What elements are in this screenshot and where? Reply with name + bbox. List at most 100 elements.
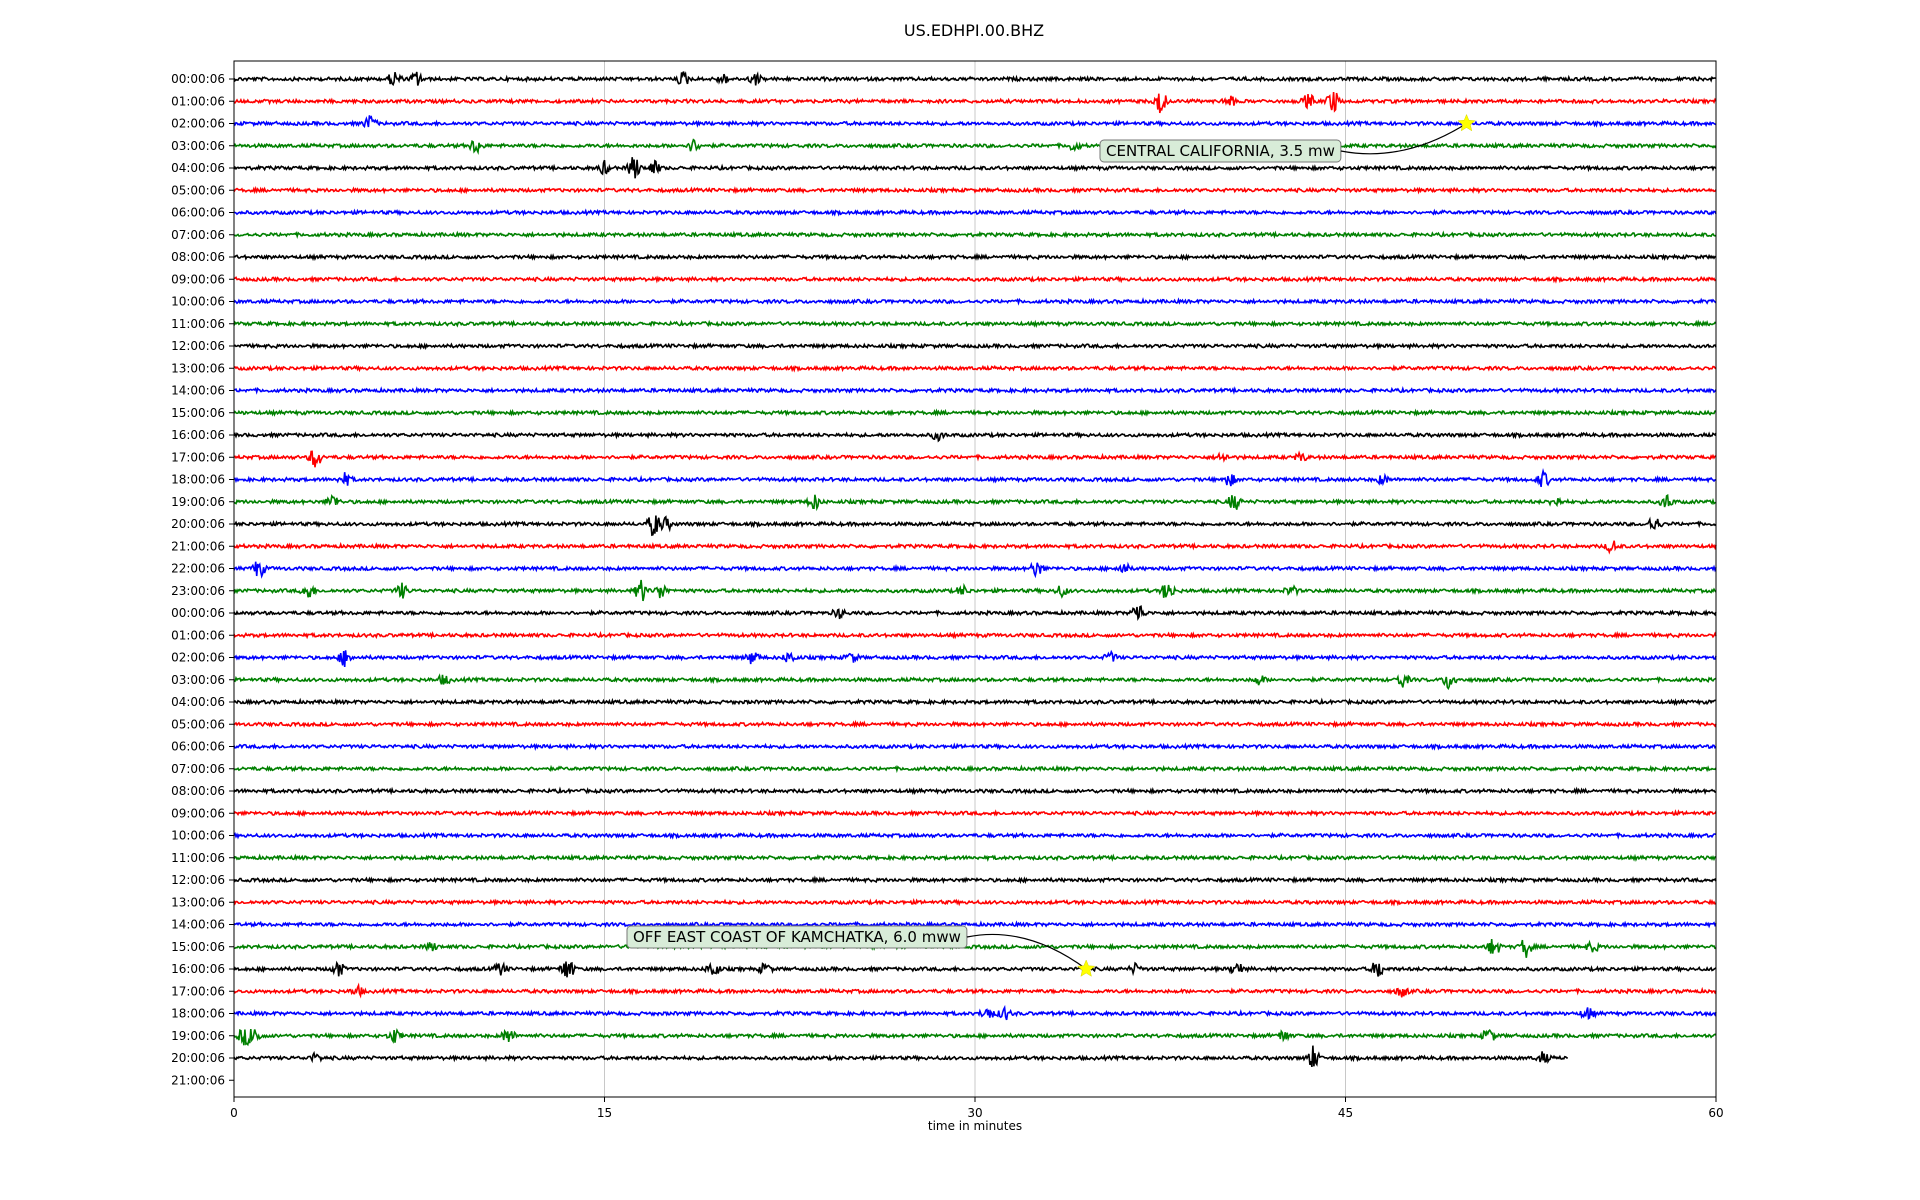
event-connector xyxy=(966,933,1087,970)
seismogram-trace xyxy=(233,71,1717,87)
seismogram-trace xyxy=(233,450,1717,468)
row-time-label: 21:00:06 xyxy=(171,539,225,553)
row-time-label: 15:00:06 xyxy=(171,940,225,954)
seismogram-trace xyxy=(233,364,1717,373)
seismogram-trace xyxy=(233,493,1717,512)
x-tick-label: 60 xyxy=(1708,1106,1723,1120)
row-time-label: 04:00:06 xyxy=(171,695,225,709)
row-time-label: 10:00:06 xyxy=(171,295,225,309)
row-time-label: 06:00:06 xyxy=(171,740,225,754)
row-time-label: 09:00:06 xyxy=(171,272,225,286)
row-time-label: 20:00:06 xyxy=(171,1051,225,1065)
seismogram-trace xyxy=(233,1027,1717,1047)
row-time-label: 15:00:06 xyxy=(171,406,225,420)
seismogram-trace xyxy=(233,319,1717,328)
row-time-label: 04:00:06 xyxy=(171,161,225,175)
seismogram-trace xyxy=(233,605,1717,621)
event-star-icon xyxy=(1076,959,1096,977)
seismogram-trace xyxy=(233,982,1717,999)
seismogram-trace xyxy=(233,138,1717,155)
event-label: CENTRAL CALIFORNIA, 3.5 mw xyxy=(1106,142,1335,160)
row-time-label: 01:00:06 xyxy=(171,94,225,108)
seismogram-trace xyxy=(233,697,1717,707)
row-time-label: 11:00:06 xyxy=(171,317,225,331)
seismogram-trace xyxy=(233,630,1717,640)
x-axis-label: time in minutes xyxy=(928,1119,1022,1133)
seismogram-trace xyxy=(233,540,1717,555)
seismogram-trace xyxy=(233,579,1717,602)
row-time-label: 17:00:06 xyxy=(171,450,225,464)
row-time-label: 23:00:06 xyxy=(171,584,225,598)
event-star-icon xyxy=(1457,113,1476,132)
seismogram-trace xyxy=(233,831,1717,840)
seismogram-trace xyxy=(233,157,1717,179)
row-time-label: 19:00:06 xyxy=(171,1029,225,1043)
seismogram-trace xyxy=(233,92,1717,114)
seismogram-trace xyxy=(233,764,1717,774)
seismogram-trace xyxy=(233,742,1717,751)
row-time-label: 00:00:06 xyxy=(171,606,225,620)
row-time-label: 03:00:06 xyxy=(171,673,225,687)
row-time-label: 06:00:06 xyxy=(171,206,225,220)
seismogram-trace xyxy=(233,897,1717,907)
row-time-label: 10:00:06 xyxy=(171,829,225,843)
row-time-label: 05:00:06 xyxy=(171,717,225,731)
row-time-label: 07:00:06 xyxy=(171,228,225,242)
seismogram-trace xyxy=(233,649,1717,667)
seismogram-trace xyxy=(233,853,1717,862)
row-time-label: 14:00:06 xyxy=(171,918,225,932)
row-time-label: 16:00:06 xyxy=(171,428,225,442)
row-time-label: 19:00:06 xyxy=(171,495,225,509)
seismogram-trace xyxy=(233,386,1717,395)
seismogram-trace xyxy=(233,430,1717,443)
seismogram-trace xyxy=(233,920,1717,929)
event-label: OFF EAST COAST OF KAMCHATKA, 6.0 mww xyxy=(633,928,961,946)
seismogram-trace xyxy=(233,1045,1568,1068)
row-time-label: 08:00:06 xyxy=(171,784,225,798)
seismogram-trace xyxy=(233,719,1717,729)
event-annotations: CENTRAL CALIFORNIA, 3.5 mw OFF EAST COAST… xyxy=(626,113,1476,977)
x-tick-label: 0 xyxy=(230,1106,238,1120)
row-time-label: 20:00:06 xyxy=(171,517,225,531)
event-connector xyxy=(1340,122,1467,155)
seismogram-trace xyxy=(233,275,1717,284)
row-time-label: 02:00:06 xyxy=(171,117,225,131)
seismogram-trace xyxy=(233,208,1717,217)
trace-group xyxy=(233,71,1717,1068)
x-tick-label: 45 xyxy=(1338,1106,1353,1120)
row-time-label: 13:00:06 xyxy=(171,895,225,909)
x-tick-label: 15 xyxy=(597,1106,612,1120)
seismogram-trace xyxy=(233,561,1717,579)
seismogram-trace xyxy=(233,297,1717,306)
seismogram-trace xyxy=(233,515,1717,537)
seismogram-trace xyxy=(233,960,1717,978)
row-time-label: 03:00:06 xyxy=(171,139,225,153)
row-time-label: 13:00:06 xyxy=(171,361,225,375)
row-time-label: 09:00:06 xyxy=(171,806,225,820)
seismogram-trace xyxy=(233,408,1717,417)
row-time-label: 07:00:06 xyxy=(171,762,225,776)
seismogram-trace xyxy=(234,939,1717,958)
row-time-label: 02:00:06 xyxy=(171,651,225,665)
row-time-label: 12:00:06 xyxy=(171,873,225,887)
x-axis: 0 15 30 45 60 xyxy=(230,1097,1724,1120)
chart-title: US.EDHPI.00.BHZ xyxy=(904,21,1044,40)
row-time-label: 18:00:06 xyxy=(171,473,225,487)
seismogram-trace xyxy=(233,786,1717,796)
row-time-labels: 00:00:06 01:00:06 02:00:06 03:00:06 04:00:06… xyxy=(171,72,234,1087)
seismogram-trace xyxy=(233,673,1717,691)
x-tick-label: 30 xyxy=(967,1106,982,1120)
seismogram-trace xyxy=(233,467,1717,488)
seismogram-trace xyxy=(233,1004,1717,1021)
row-time-label: 16:00:06 xyxy=(171,962,225,976)
row-time-label: 18:00:06 xyxy=(171,1007,225,1021)
seismogram-trace xyxy=(233,875,1717,885)
row-time-label: 01:00:06 xyxy=(171,628,225,642)
row-time-label: 22:00:06 xyxy=(171,562,225,576)
row-time-label: 17:00:06 xyxy=(171,984,225,998)
seismogram-trace xyxy=(233,185,1717,195)
row-time-label: 00:00:06 xyxy=(171,72,225,86)
seismogram-trace xyxy=(233,230,1717,239)
row-time-label: 14:00:06 xyxy=(171,384,225,398)
